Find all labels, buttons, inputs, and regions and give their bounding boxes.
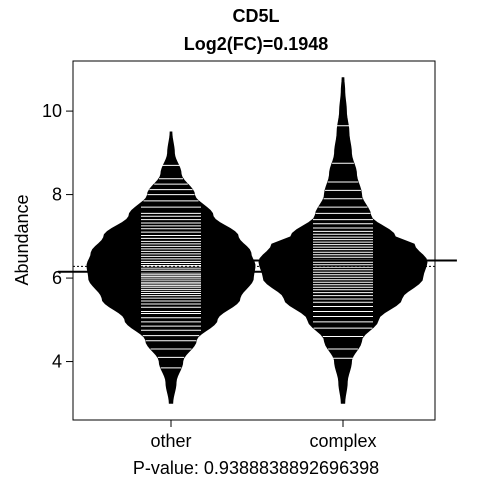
bean-other	[86, 131, 256, 404]
y-tick-label-4: 4	[52, 352, 62, 372]
bean-complex	[258, 77, 428, 404]
x-axis: other complex	[150, 419, 377, 451]
chart-subtitle: Log2(FC)=0.1948	[184, 34, 329, 54]
x-tick-label-complex: complex	[309, 431, 376, 451]
overlay-layer	[57, 259, 457, 273]
y-tick-label-10: 10	[42, 101, 62, 121]
y-tick-label-6: 6	[52, 268, 62, 288]
beans-layer	[86, 77, 428, 404]
y-axis-label: Abundance	[12, 194, 32, 285]
p-value-label: P-value: 0.9388838892696398	[133, 458, 379, 478]
chart-title: CD5L	[232, 6, 279, 26]
x-tick-label-other: other	[150, 431, 191, 451]
y-axis: 4 6 8 10	[42, 101, 74, 372]
y-tick-label-8: 8	[52, 185, 62, 205]
